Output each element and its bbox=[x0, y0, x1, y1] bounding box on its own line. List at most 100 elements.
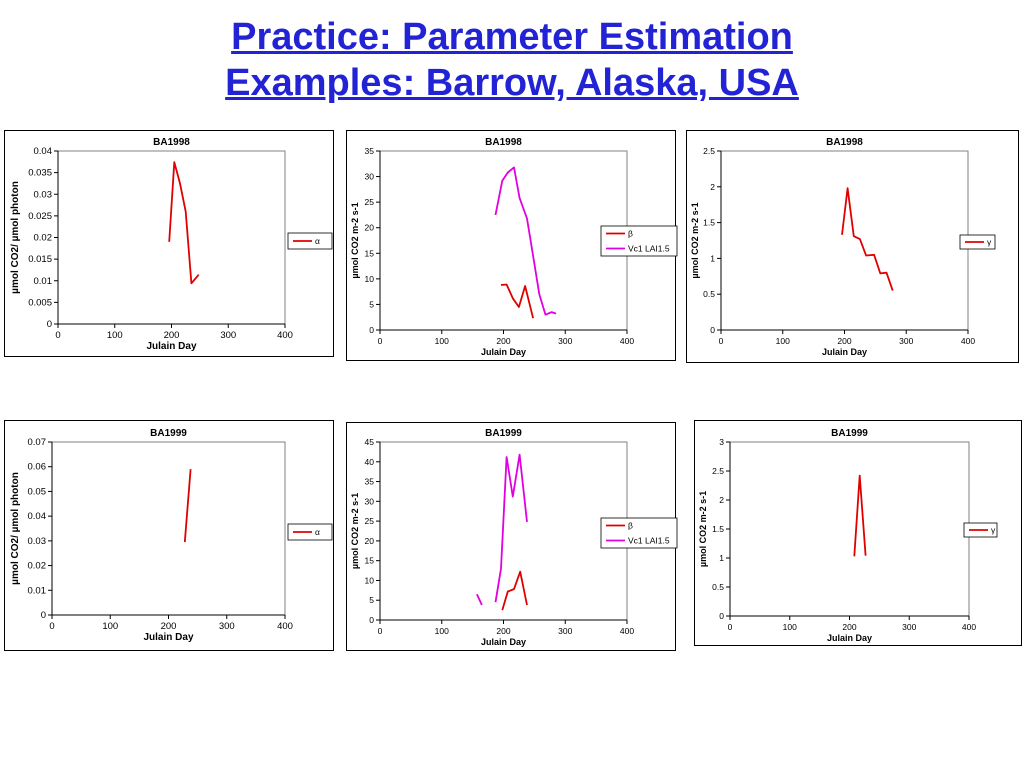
chart-panel-ba1998-gamma: BA1998 0 0.5 1 1.5 2 2.5 0 100 200 300 400 Julain Da… bbox=[686, 130, 1019, 363]
legend-label: α bbox=[315, 236, 320, 246]
y-tick-label: 45 bbox=[365, 437, 375, 447]
legend-label: β bbox=[628, 229, 633, 239]
x-tick-label: 200 bbox=[161, 621, 177, 632]
y-tick-label: 5 bbox=[369, 299, 374, 309]
chart-title: BA1998 bbox=[153, 137, 190, 148]
x-tick-label: 300 bbox=[219, 621, 235, 632]
x-tick-label: 400 bbox=[277, 621, 293, 632]
x-tick-label: 200 bbox=[842, 622, 856, 632]
y-axis-label: µmol CO2/ µmol photon bbox=[10, 181, 21, 294]
y-tick-label: 30 bbox=[365, 172, 375, 182]
x-axis-label: Julain Day bbox=[146, 341, 196, 352]
y-tick-label: 0.5 bbox=[712, 582, 724, 592]
y-axis-label: µmol CO2 m-2 s-1 bbox=[350, 493, 360, 569]
chart-title: BA1999 bbox=[485, 428, 522, 439]
x-tick-label: 400 bbox=[961, 336, 975, 346]
plot-area bbox=[57, 150, 286, 325]
y-axis-label: µmol CO2 m-2 s-1 bbox=[690, 202, 700, 278]
y-tick-label: 0.02 bbox=[28, 561, 47, 572]
y-tick-label: 0.005 bbox=[28, 297, 52, 308]
legend-label: γ bbox=[991, 525, 996, 535]
x-tick-label: 200 bbox=[164, 330, 180, 341]
x-tick-label: 200 bbox=[496, 336, 510, 346]
y-tick-label: 0.02 bbox=[34, 233, 53, 244]
series-line bbox=[494, 453, 528, 603]
y-tick-label: 5 bbox=[369, 595, 374, 605]
chart-panel-ba1999-alpha: BA1999 0 0.01 0.02 0.03 0.04 0.05 0.06 0.07 0 100 2… bbox=[4, 420, 334, 651]
y-tick-label: 1.5 bbox=[703, 218, 715, 228]
legend: α bbox=[287, 523, 333, 541]
y-tick-label: 30 bbox=[365, 496, 375, 506]
y-tick-label: 0 bbox=[369, 325, 374, 335]
series-line bbox=[168, 161, 200, 285]
x-tick-label: 0 bbox=[378, 336, 383, 346]
series-line bbox=[476, 593, 483, 606]
x-axis-label: Julain Day bbox=[481, 347, 526, 357]
x-tick-label: 400 bbox=[277, 330, 293, 341]
y-tick-label: 20 bbox=[365, 223, 375, 233]
legend: γ bbox=[963, 522, 998, 538]
y-tick-label: 35 bbox=[365, 146, 375, 156]
slide-title-line-2: Examples: Barrow, Alaska, USA bbox=[225, 62, 799, 104]
x-tick-label: 400 bbox=[620, 336, 634, 346]
y-tick-label: 2 bbox=[719, 495, 724, 505]
x-tick-label: 300 bbox=[899, 336, 913, 346]
x-tick-label: 300 bbox=[220, 330, 236, 341]
chart-panel-ba1999-gamma: BA1999 0 0.5 1 1.5 2 2.5 3 0 100 200 300 400 Julain D… bbox=[694, 420, 1022, 646]
x-tick-label: 0 bbox=[55, 330, 60, 341]
y-tick-label: 0.06 bbox=[28, 462, 47, 473]
series-line bbox=[841, 187, 894, 291]
y-axis-label: µmol CO2 m-2 s-1 bbox=[698, 491, 708, 567]
y-tick-label: 0 bbox=[47, 319, 52, 330]
x-axis-label: Julain Day bbox=[822, 347, 867, 357]
legend: β Vc1 LAI1.5 bbox=[600, 225, 678, 257]
y-tick-label: 0.07 bbox=[28, 437, 47, 448]
legend: α bbox=[287, 232, 333, 250]
legend-label: β bbox=[628, 521, 633, 531]
chart-panel-ba1998-beta-vc1: BA1998 0 5 10 15 20 25 30 35 0 100 200 300 400 Julain … bbox=[346, 130, 678, 361]
y-tick-label: 0.03 bbox=[28, 536, 47, 547]
x-tick-label: 400 bbox=[962, 622, 976, 632]
x-axis-label: Julain Day bbox=[143, 632, 193, 643]
x-tick-label: 0 bbox=[728, 622, 733, 632]
y-tick-label: 3 bbox=[719, 437, 724, 447]
y-tick-label: 25 bbox=[365, 197, 375, 207]
y-tick-label: 0.01 bbox=[28, 585, 47, 596]
plot-area bbox=[51, 441, 286, 616]
chart-title: BA1999 bbox=[831, 428, 868, 439]
x-tick-label: 100 bbox=[435, 336, 449, 346]
legend-label: γ bbox=[987, 237, 992, 247]
series-line bbox=[853, 474, 867, 557]
y-tick-label: 20 bbox=[365, 536, 375, 546]
y-tick-label: 2.5 bbox=[712, 466, 724, 476]
series-line bbox=[501, 570, 528, 611]
y-tick-label: 0.01 bbox=[34, 276, 53, 287]
chart-svg: BA1999 0 0.01 0.02 0.03 0.04 0.05 0.06 0.07 0 100 2… bbox=[10, 428, 333, 643]
chart-title: BA1998 bbox=[826, 137, 863, 148]
y-tick-label: 35 bbox=[365, 477, 375, 487]
y-tick-label: 0.04 bbox=[28, 511, 47, 522]
plot-area bbox=[720, 150, 969, 331]
chart-svg: BA1999 0 0.5 1 1.5 2 2.5 3 0 100 200 300 400 Julain D… bbox=[698, 428, 998, 643]
chart-svg: BA1998 0 5 10 15 20 25 30 35 0 100 200 300 400 Julain … bbox=[350, 137, 678, 357]
y-tick-label: 0 bbox=[719, 611, 724, 621]
y-tick-label: 0.5 bbox=[703, 289, 715, 299]
y-tick-label: 1.5 bbox=[712, 524, 724, 534]
y-tick-label: 0.04 bbox=[34, 146, 53, 157]
y-tick-label: 10 bbox=[365, 575, 375, 585]
chart-panel-ba1998-alpha: BA1998 0 0.005 0.01 0.015 0.02 0.025 0.03 0.035 0… bbox=[4, 130, 334, 357]
y-tick-label: 2 bbox=[710, 182, 715, 192]
y-tick-label: 1 bbox=[719, 553, 724, 563]
chart-svg: BA1998 0 0.005 0.01 0.015 0.02 0.025 0.03 0.035 0… bbox=[10, 137, 333, 352]
x-tick-label: 0 bbox=[378, 626, 383, 636]
x-tick-label: 100 bbox=[107, 330, 123, 341]
x-axis-label: Julain Day bbox=[481, 637, 526, 647]
legend: β Vc1 LAI1.5 bbox=[600, 517, 678, 549]
y-tick-label: 0 bbox=[710, 325, 715, 335]
y-tick-label: 15 bbox=[365, 248, 375, 258]
x-tick-label: 200 bbox=[837, 336, 851, 346]
x-tick-label: 0 bbox=[49, 621, 54, 632]
chart-title: BA1998 bbox=[485, 137, 522, 148]
y-tick-label: 0.015 bbox=[28, 254, 52, 265]
chart-svg: BA1998 0 0.5 1 1.5 2 2.5 0 100 200 300 400 Julain Da… bbox=[690, 137, 996, 357]
